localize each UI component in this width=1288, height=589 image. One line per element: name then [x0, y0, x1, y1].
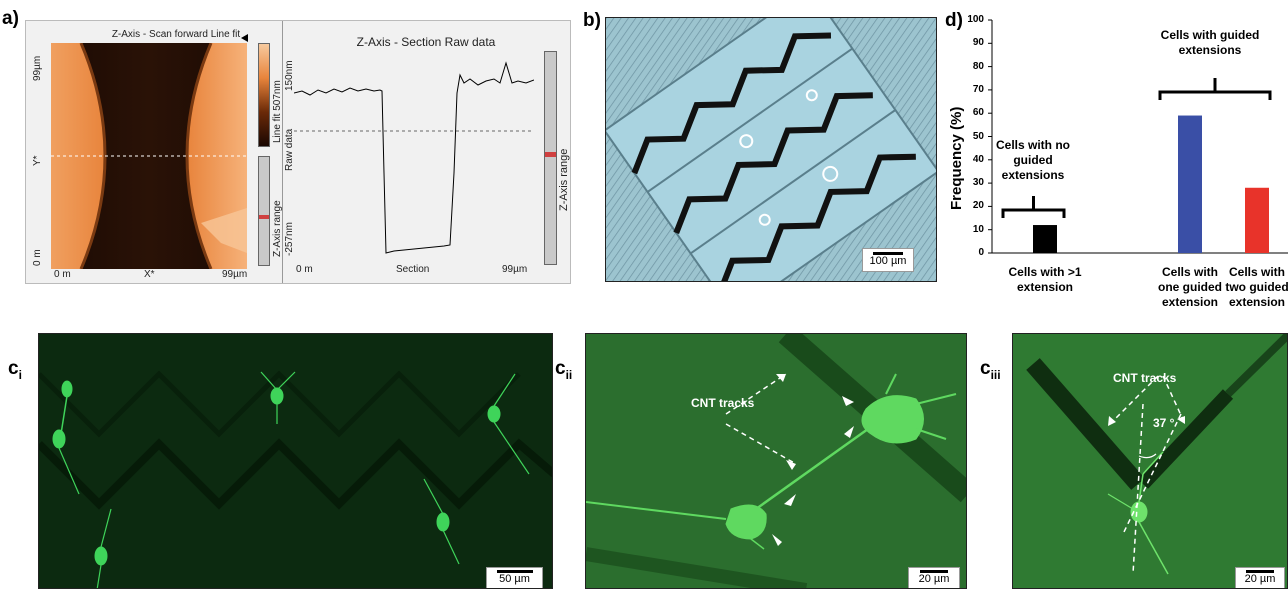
panel-cii-micrograph: CNT tracks 20 µm — [585, 333, 967, 589]
chart-annotation-no-guided: Cells with no guided extensions — [995, 138, 1070, 182]
afm-y-bottom-label: 0 m — [32, 249, 43, 266]
chart-y-tick-label: 70 — [972, 83, 984, 95]
panel-cii-scalebar: 20 µm — [908, 567, 960, 588]
panel-label-d: d) — [945, 10, 963, 31]
chart-y-tick-label: 60 — [972, 107, 984, 119]
afm-colorbar — [258, 43, 270, 147]
afm-section-x-mid: Section — [396, 264, 430, 275]
afm-section-title: Z-Axis - Section Raw data — [356, 35, 496, 49]
afm-panel: Z-Axis - Scan forward Line fit 99µm Y* 0… — [25, 20, 571, 284]
afm-section-x-right: 99µm — [502, 264, 528, 275]
panel-label-ci: ci — [8, 358, 22, 382]
neurons-overview-image — [39, 370, 552, 588]
panel-ci-scalebar-label: 50 µm — [499, 573, 530, 585]
chart-y-tick-label: 90 — [972, 37, 984, 49]
panel-cii-cnt-label: CNT tracks — [691, 396, 755, 410]
chart-y-tick-label: 30 — [972, 177, 984, 189]
chart-y-tick-label: 20 — [972, 200, 984, 212]
chart-y-tick-label: 50 — [972, 130, 984, 142]
afm-x-mid-label: X* — [144, 269, 155, 280]
chart-category-label: Cells with two guided extension — [1225, 265, 1288, 309]
chart-category-label: Cells with >1 extension — [1008, 265, 1082, 294]
panel-ci-scalebar: 50 µm — [486, 567, 543, 588]
afm-section-x-left: 0 m — [296, 264, 313, 275]
afm-section-range-label: Z-Axis range — [558, 148, 570, 211]
panel-ciii-angle-label: 37 ° — [1153, 416, 1175, 430]
panel-b-scalebar: 100 µm — [862, 248, 914, 272]
chart-y-tick-label: 0 — [978, 247, 984, 258]
neuron-closeup-image — [586, 334, 966, 588]
chart-annotation-guided: Cells with guided extensions — [1160, 28, 1260, 57]
chart-bar — [1245, 187, 1269, 253]
panel-cii-scalebar-label: 20 µm — [918, 573, 950, 585]
chart-brace — [1001, 196, 1066, 218]
afm-range-bar — [258, 156, 270, 266]
afm-pointer-icon — [241, 34, 248, 42]
chart-brace — [1158, 78, 1272, 100]
chart-bar — [1033, 225, 1057, 253]
panel-ciii-micrograph: CNT tracks 37 ° 20 µm — [1012, 333, 1288, 589]
chart-y-tick-label: 40 — [972, 153, 984, 165]
panel-b-scalebar-label: 100 µm — [869, 255, 907, 267]
panel-label-cii: cii — [555, 358, 573, 382]
panel-ciii-cnt-label: CNT tracks — [1113, 371, 1177, 385]
panel-ciii-scalebar-label: 20 µm — [1244, 573, 1276, 585]
chart-y-tick-label: 80 — [972, 60, 984, 72]
chart-category-label: Cells with one guided extension — [1158, 265, 1222, 309]
afm-section-range-bar — [544, 51, 557, 265]
chart-y-tick-label: 10 — [972, 223, 984, 235]
afm-map-title: Z-Axis - Scan forward Line fit — [111, 29, 241, 40]
chart-text-layer: 0 10 20 30 40 50 60 70 80 90 100 Cells with >1 exten… — [960, 10, 1288, 310]
cnt-pattern-image — [606, 18, 936, 281]
frequency-bar-chart — [988, 19, 1288, 254]
afm-topography-map — [51, 43, 247, 269]
afm-y-mid-label: Y* — [32, 155, 43, 166]
afm-section-profile — [294, 61, 534, 254]
panel-b-micrograph: 100 µm — [605, 17, 937, 282]
panel-ciii-scalebar: 20 µm — [1235, 567, 1285, 588]
panel-ci-micrograph: 50 µm — [38, 333, 553, 589]
afm-x-right-label: 99µm — [222, 269, 248, 280]
afm-y-top-label: 99µm — [32, 55, 43, 81]
panel-label-b: b) — [583, 10, 601, 31]
panel-label-ciii: ciii — [980, 358, 1001, 382]
neuron-angle-image — [1026, 334, 1287, 575]
chart-bar — [1178, 115, 1202, 253]
chart-y-tick-label: 100 — [967, 14, 984, 25]
afm-x-left-label: 0 m — [54, 269, 71, 280]
panel-label-a: a) — [2, 8, 19, 29]
